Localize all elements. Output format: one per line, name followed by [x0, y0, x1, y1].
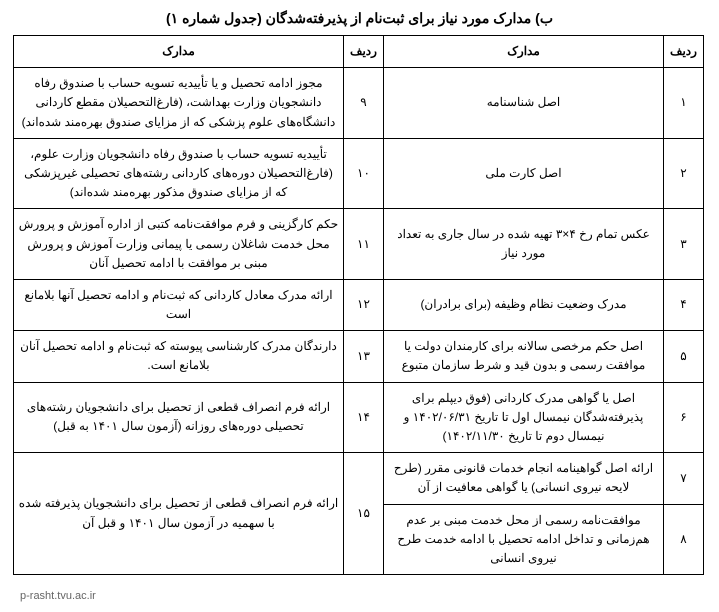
- cell-radif: ۴: [664, 279, 704, 330]
- table-title: ب) مدارک مورد نیاز برای ثبت‌نام از پذیرف…: [15, 10, 704, 27]
- cell-radif: ۱۱: [344, 209, 384, 280]
- cell-madarek: موافقت‌نامه رسمی از محل خدمت مبنی بر عدم…: [384, 504, 664, 575]
- cell-madarek: دارندگان مدرک کارشناسی پیوسته که ثبت‌نام…: [14, 331, 344, 382]
- cell-radif: ۲: [664, 138, 704, 209]
- table-row: ۵اصل حکم مرخصی سالانه برای کارمندان دولت…: [14, 331, 704, 382]
- cell-radif: ۳: [664, 209, 704, 280]
- footer-url: p-rasht.tvu.ac.ir: [15, 590, 704, 602]
- cell-madarek: ارائه مدرک معادل کاردانی که ثبت‌نام و اد…: [14, 279, 344, 330]
- table-row: ۴مدرک وضعیت نظام وظیفه (برای برادران)۱۲ا…: [14, 279, 704, 330]
- cell-radif: ۱۵: [344, 453, 384, 575]
- table-row: ۳عکس تمام رخ ۴×۳ تهیه شده در سال جاری به…: [14, 209, 704, 280]
- cell-madarek: ارائه فرم انصراف قطعی از تحصیل برای دانش…: [14, 453, 344, 575]
- cell-madarek: مدرک وضعیت نظام وظیفه (برای برادران): [384, 279, 664, 330]
- header-radif-1: ردیف: [664, 36, 704, 68]
- cell-radif: ۱۰: [344, 138, 384, 209]
- header-madarek-2: مدارک: [14, 36, 344, 68]
- cell-radif: ۷: [664, 453, 704, 504]
- cell-radif: ۶: [664, 382, 704, 453]
- cell-madarek: ارائه اصل گواهینامه انجام خدمات قانونی م…: [384, 453, 664, 504]
- table-row: ۶اصل یا گواهی مدرک کاردانی (فوق دیپلم بر…: [14, 382, 704, 453]
- table-body: ۱اصل شناسنامه۹مجوز ادامه تحصیل و یا تأیی…: [14, 68, 704, 575]
- cell-madarek: حکم کارگزینی و فرم موافقت‌نامه کتبی از ا…: [14, 209, 344, 280]
- table-row: ۲اصل کارت ملی۱۰تأییدیه تسویه حساب با صند…: [14, 138, 704, 209]
- cell-radif: ۹: [344, 68, 384, 139]
- cell-madarek: مجوز ادامه تحصیل و یا تأییدیه تسویه حساب…: [14, 68, 344, 139]
- cell-radif: ۱۴: [344, 382, 384, 453]
- table-row: ۱اصل شناسنامه۹مجوز ادامه تحصیل و یا تأیی…: [14, 68, 704, 139]
- cell-radif: ۱۳: [344, 331, 384, 382]
- cell-madarek: ارائه فرم انصراف قطعی از تحصیل برای دانش…: [14, 382, 344, 453]
- cell-madarek: اصل کارت ملی: [384, 138, 664, 209]
- cell-madarek: اصل شناسنامه: [384, 68, 664, 139]
- header-radif-2: ردیف: [344, 36, 384, 68]
- cell-madarek: اصل یا گواهی مدرک کاردانی (فوق دیپلم برا…: [384, 382, 664, 453]
- cell-madarek: اصل حکم مرخصی سالانه برای کارمندان دولت …: [384, 331, 664, 382]
- cell-madarek: تأییدیه تسویه حساب با صندوق رفاه دانشجوی…: [14, 138, 344, 209]
- header-madarek-1: مدارک: [384, 36, 664, 68]
- cell-radif: ۵: [664, 331, 704, 382]
- cell-madarek: عکس تمام رخ ۴×۳ تهیه شده در سال جاری به …: [384, 209, 664, 280]
- cell-radif: ۱: [664, 68, 704, 139]
- cell-radif: ۸: [664, 504, 704, 575]
- cell-radif: ۱۲: [344, 279, 384, 330]
- table-row: ۷ارائه اصل گواهینامه انجام خدمات قانونی …: [14, 453, 704, 504]
- documents-table: ردیف مدارک ردیف مدارک ۱اصل شناسنامه۹مجوز…: [13, 35, 704, 575]
